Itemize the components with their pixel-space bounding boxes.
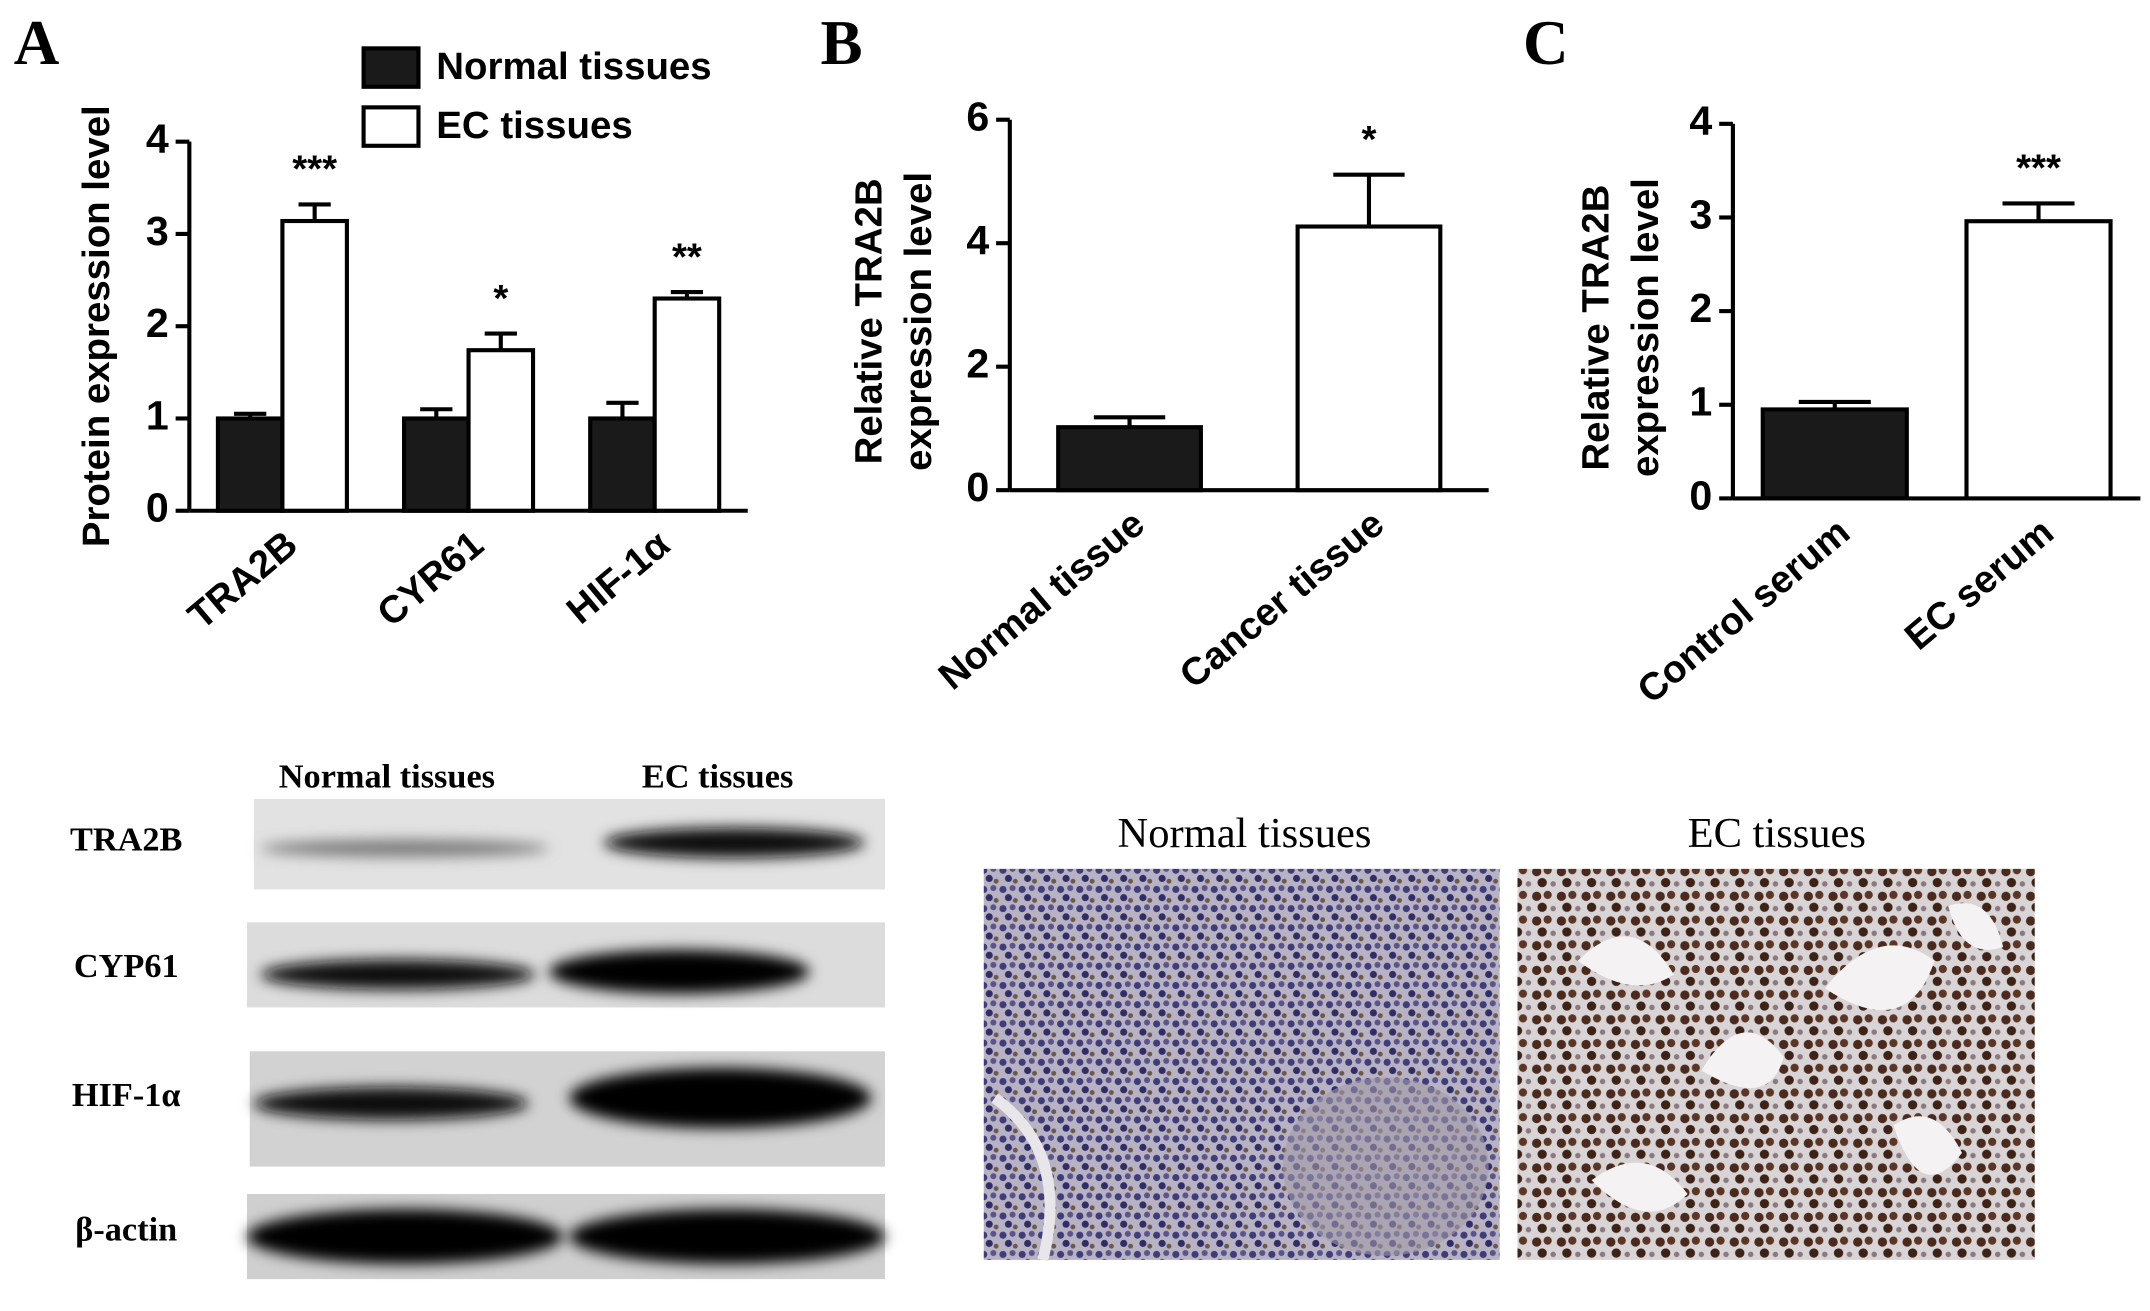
bar bbox=[1056, 425, 1203, 493]
y-tick-label: 2 bbox=[1689, 285, 1712, 331]
bar bbox=[402, 416, 471, 513]
y-tick-label: 2 bbox=[966, 341, 989, 387]
x-tick-label: Cancer tissue bbox=[1172, 502, 1393, 697]
panel-letter: B bbox=[820, 8, 862, 78]
y-tick-label: 4 bbox=[1689, 98, 1712, 144]
histology: Normal tissues EC tissues bbox=[983, 810, 2035, 1262]
bar bbox=[466, 348, 536, 513]
x-tick-label: Control serum bbox=[1629, 510, 1858, 712]
y-axis-label: Protein expression level bbox=[75, 105, 118, 547]
x-tick-label: HIF-1α bbox=[559, 522, 679, 632]
y-axis-label: expression level bbox=[1624, 178, 1667, 477]
chart: B Relative TRA2B expression level 0 2 4 6 Norma… bbox=[820, 8, 1489, 698]
bar bbox=[652, 296, 722, 513]
significance: ** bbox=[672, 235, 702, 278]
y-axis-label: Relative TRA2B bbox=[847, 178, 890, 464]
y-axis-label: Relative TRA2B bbox=[1575, 185, 1618, 471]
y-tick-label: 0 bbox=[146, 485, 169, 531]
chart: C Relative TRA2B expression level 0 1 2 3 4 Cont… bbox=[1523, 8, 2141, 712]
y-tick-label: 3 bbox=[1689, 191, 1712, 237]
legend-label: Normal tissues bbox=[436, 45, 711, 88]
x-tick-label: TRA2B bbox=[180, 523, 306, 638]
blot-row-label: TRA2B bbox=[70, 821, 182, 859]
blot-row-label: CYP61 bbox=[74, 947, 179, 985]
panel-letter: A bbox=[14, 8, 60, 78]
histology-detail bbox=[991, 1093, 1056, 1262]
y-tick-label: 4 bbox=[966, 217, 989, 263]
blot-row-label: β-actin bbox=[75, 1210, 177, 1248]
x-tick-label: EC serum bbox=[1897, 510, 2062, 658]
histology-label: EC tissues bbox=[1688, 810, 1866, 857]
legend-label: EC tissues bbox=[436, 104, 632, 147]
histology-label: Normal tissues bbox=[1118, 810, 1372, 857]
bar bbox=[215, 416, 285, 513]
y-tick-label: 2 bbox=[146, 300, 169, 346]
y-tick-label: 6 bbox=[966, 94, 989, 140]
blot-column-label: Normal tissues bbox=[279, 758, 495, 796]
y-tick-label: 1 bbox=[1689, 379, 1712, 425]
y-tick-label: 3 bbox=[146, 208, 169, 254]
legend-swatch bbox=[361, 105, 421, 148]
bar bbox=[280, 218, 349, 513]
western-blot: Normal tissues EC tissues TRA2B CYP61 HI… bbox=[70, 758, 885, 1280]
blot-row-label: HIF-1α bbox=[72, 1076, 181, 1114]
y-axis-label: expression level bbox=[897, 172, 940, 471]
x-tick-label: CYR61 bbox=[369, 523, 491, 636]
significance: *** bbox=[2016, 147, 2061, 190]
panel-letter: C bbox=[1523, 8, 1569, 78]
bar bbox=[588, 416, 657, 513]
blot-bands bbox=[246, 827, 885, 1265]
x-tick-label: Normal tissue bbox=[931, 502, 1153, 698]
significance: * bbox=[1361, 118, 1376, 161]
y-tick-label: 4 bbox=[146, 116, 169, 162]
blot-column-label: EC tissues bbox=[642, 758, 794, 796]
y-tick-label: 0 bbox=[966, 464, 989, 510]
bar bbox=[1295, 224, 1443, 493]
significance: * bbox=[493, 277, 508, 320]
bar bbox=[1964, 219, 2113, 501]
y-tick-label: 0 bbox=[1689, 472, 1712, 518]
histology-detail bbox=[1282, 1077, 1489, 1256]
histology-lumens bbox=[1577, 903, 2004, 1212]
significance: *** bbox=[292, 148, 337, 191]
y-tick-label: 1 bbox=[146, 392, 169, 438]
bar bbox=[1760, 407, 1909, 501]
legend-swatch bbox=[361, 46, 421, 89]
